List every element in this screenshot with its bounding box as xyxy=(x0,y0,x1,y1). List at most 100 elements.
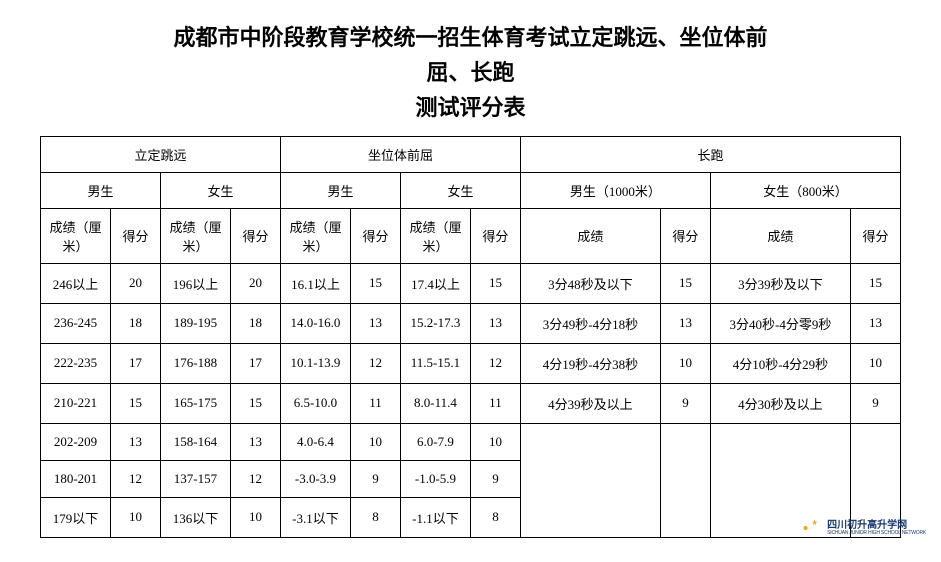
table-cell: 180-201 xyxy=(41,460,111,497)
table-cell: 17 xyxy=(230,343,280,383)
col-header: 得分 xyxy=(850,208,900,263)
col-header: 得分 xyxy=(350,208,400,263)
sub-header-run-male: 男生（1000米） xyxy=(520,172,710,208)
col-header: 得分 xyxy=(660,208,710,263)
table-cell: -1.0-5.9 xyxy=(400,460,470,497)
sub-header-jump-male: 男生 xyxy=(41,172,161,208)
table-cell: 202-209 xyxy=(41,423,111,460)
logo-cn-text: 四川初升高升学网 xyxy=(827,521,926,531)
sub-header-sit-female: 女生 xyxy=(400,172,520,208)
sub-header-sit-male: 男生 xyxy=(280,172,400,208)
group-header-jump: 立定跳远 xyxy=(41,136,281,172)
table-cell: 15 xyxy=(850,263,900,303)
table-cell: 15 xyxy=(470,263,520,303)
table-cell: 15 xyxy=(230,383,280,423)
group-header-sit: 坐位体前屈 xyxy=(280,136,520,172)
table-cell: 9 xyxy=(660,383,710,423)
col-header: 成绩（厘米） xyxy=(280,208,350,263)
table-row: 246以上20196以上2016.1以上1517.4以上153分48秒及以下15… xyxy=(41,263,901,303)
table-cell: 10 xyxy=(230,497,280,537)
table-cell: 3分39秒及以下 xyxy=(710,263,850,303)
site-logo: 四川初升高升学网 SICHUAN JUNIOR HIGH SCHOOL NETW… xyxy=(795,514,926,542)
table-cell: 6.5-10.0 xyxy=(280,383,350,423)
table-cell: 20 xyxy=(110,263,160,303)
col-header: 成绩 xyxy=(710,208,850,263)
title-line-1: 成都市中阶段教育学校统一招生体育考试立定跳远、坐位体前 xyxy=(40,20,901,55)
table-cell: 8 xyxy=(350,497,400,537)
table-cell: 13 xyxy=(110,423,160,460)
page-title: 成都市中阶段教育学校统一招生体育考试立定跳远、坐位体前 屈、长跑 测试评分表 xyxy=(40,20,901,126)
table-cell: 10 xyxy=(470,423,520,460)
sub-header-run-female: 女生（800米） xyxy=(710,172,900,208)
table-cell: 136以下 xyxy=(160,497,230,537)
col-header: 成绩 xyxy=(520,208,660,263)
col-header: 得分 xyxy=(230,208,280,263)
table-cell: 11 xyxy=(470,383,520,423)
table-cell: 189-195 xyxy=(160,303,230,343)
table-cell: 210-221 xyxy=(41,383,111,423)
col-header: 成绩（厘米） xyxy=(41,208,111,263)
table-cell: 13 xyxy=(230,423,280,460)
col-header: 成绩（厘米） xyxy=(160,208,230,263)
table-cell-empty xyxy=(660,423,710,537)
table-cell: 13 xyxy=(660,303,710,343)
table-cell: 10.1-13.9 xyxy=(280,343,350,383)
table-cell: 13 xyxy=(350,303,400,343)
logo-crescent-icon xyxy=(795,514,823,542)
table-cell: 12 xyxy=(470,343,520,383)
col-header: 得分 xyxy=(470,208,520,263)
table-cell: 10 xyxy=(660,343,710,383)
table-cell: 9 xyxy=(850,383,900,423)
table-cell: 6.0-7.9 xyxy=(400,423,470,460)
table-cell: 4分30秒及以上 xyxy=(710,383,850,423)
table-cell: 236-245 xyxy=(41,303,111,343)
table-cell: 4.0-6.4 xyxy=(280,423,350,460)
table-cell: 179以下 xyxy=(41,497,111,537)
table-cell: 16.1以上 xyxy=(280,263,350,303)
table-cell: 18 xyxy=(230,303,280,343)
table-cell-empty xyxy=(520,423,660,537)
table-cell: 15 xyxy=(350,263,400,303)
table-cell: 4分19秒-4分38秒 xyxy=(520,343,660,383)
table-cell: 12 xyxy=(350,343,400,383)
table-cell: 17.4以上 xyxy=(400,263,470,303)
table-cell: 3分48秒及以下 xyxy=(520,263,660,303)
col-header-row: 成绩（厘米） 得分 成绩（厘米） 得分 成绩（厘米） 得分 成绩（厘米） 得分 … xyxy=(41,208,901,263)
table-cell: 11.5-15.1 xyxy=(400,343,470,383)
group-header-run: 长跑 xyxy=(520,136,900,172)
table-cell: -1.1以下 xyxy=(400,497,470,537)
table-cell: 11 xyxy=(350,383,400,423)
table-cell: -3.1以下 xyxy=(280,497,350,537)
table-cell: 10 xyxy=(110,497,160,537)
table-cell: 15 xyxy=(110,383,160,423)
table-cell: 176-188 xyxy=(160,343,230,383)
table-cell: 20 xyxy=(230,263,280,303)
table-row: 236-24518189-1951814.0-16.01315.2-17.313… xyxy=(41,303,901,343)
table-cell: 222-235 xyxy=(41,343,111,383)
table-cell: 165-175 xyxy=(160,383,230,423)
table-cell: 13 xyxy=(470,303,520,343)
scoring-table: 立定跳远 坐位体前屈 长跑 男生 女生 男生 女生 男生（1000米） 女生（8… xyxy=(40,136,901,538)
table-cell: 18 xyxy=(110,303,160,343)
col-header: 得分 xyxy=(110,208,160,263)
col-header: 成绩（厘米） xyxy=(400,208,470,263)
table-cell: 15.2-17.3 xyxy=(400,303,470,343)
table-cell: 9 xyxy=(350,460,400,497)
table-cell: 4分10秒-4分29秒 xyxy=(710,343,850,383)
table-cell: 17 xyxy=(110,343,160,383)
table-cell: 3分49秒-4分18秒 xyxy=(520,303,660,343)
table-cell: 12 xyxy=(110,460,160,497)
table-cell: 15 xyxy=(660,263,710,303)
table-cell: 14.0-16.0 xyxy=(280,303,350,343)
table-row: 210-22115165-175156.5-10.0118.0-11.4114分… xyxy=(41,383,901,423)
table-cell: -3.0-3.9 xyxy=(280,460,350,497)
table-cell: 12 xyxy=(230,460,280,497)
table-cell: 137-157 xyxy=(160,460,230,497)
group-header-row: 立定跳远 坐位体前屈 长跑 xyxy=(41,136,901,172)
table-cell: 158-164 xyxy=(160,423,230,460)
logo-text: 四川初升高升学网 SICHUAN JUNIOR HIGH SCHOOL NETW… xyxy=(827,521,926,536)
sub-header-row: 男生 女生 男生 女生 男生（1000米） 女生（800米） xyxy=(41,172,901,208)
table-cell: 10 xyxy=(850,343,900,383)
table-body: 246以上20196以上2016.1以上1517.4以上153分48秒及以下15… xyxy=(41,263,901,537)
table-row: 202-20913158-164134.0-6.4106.0-7.910 xyxy=(41,423,901,460)
